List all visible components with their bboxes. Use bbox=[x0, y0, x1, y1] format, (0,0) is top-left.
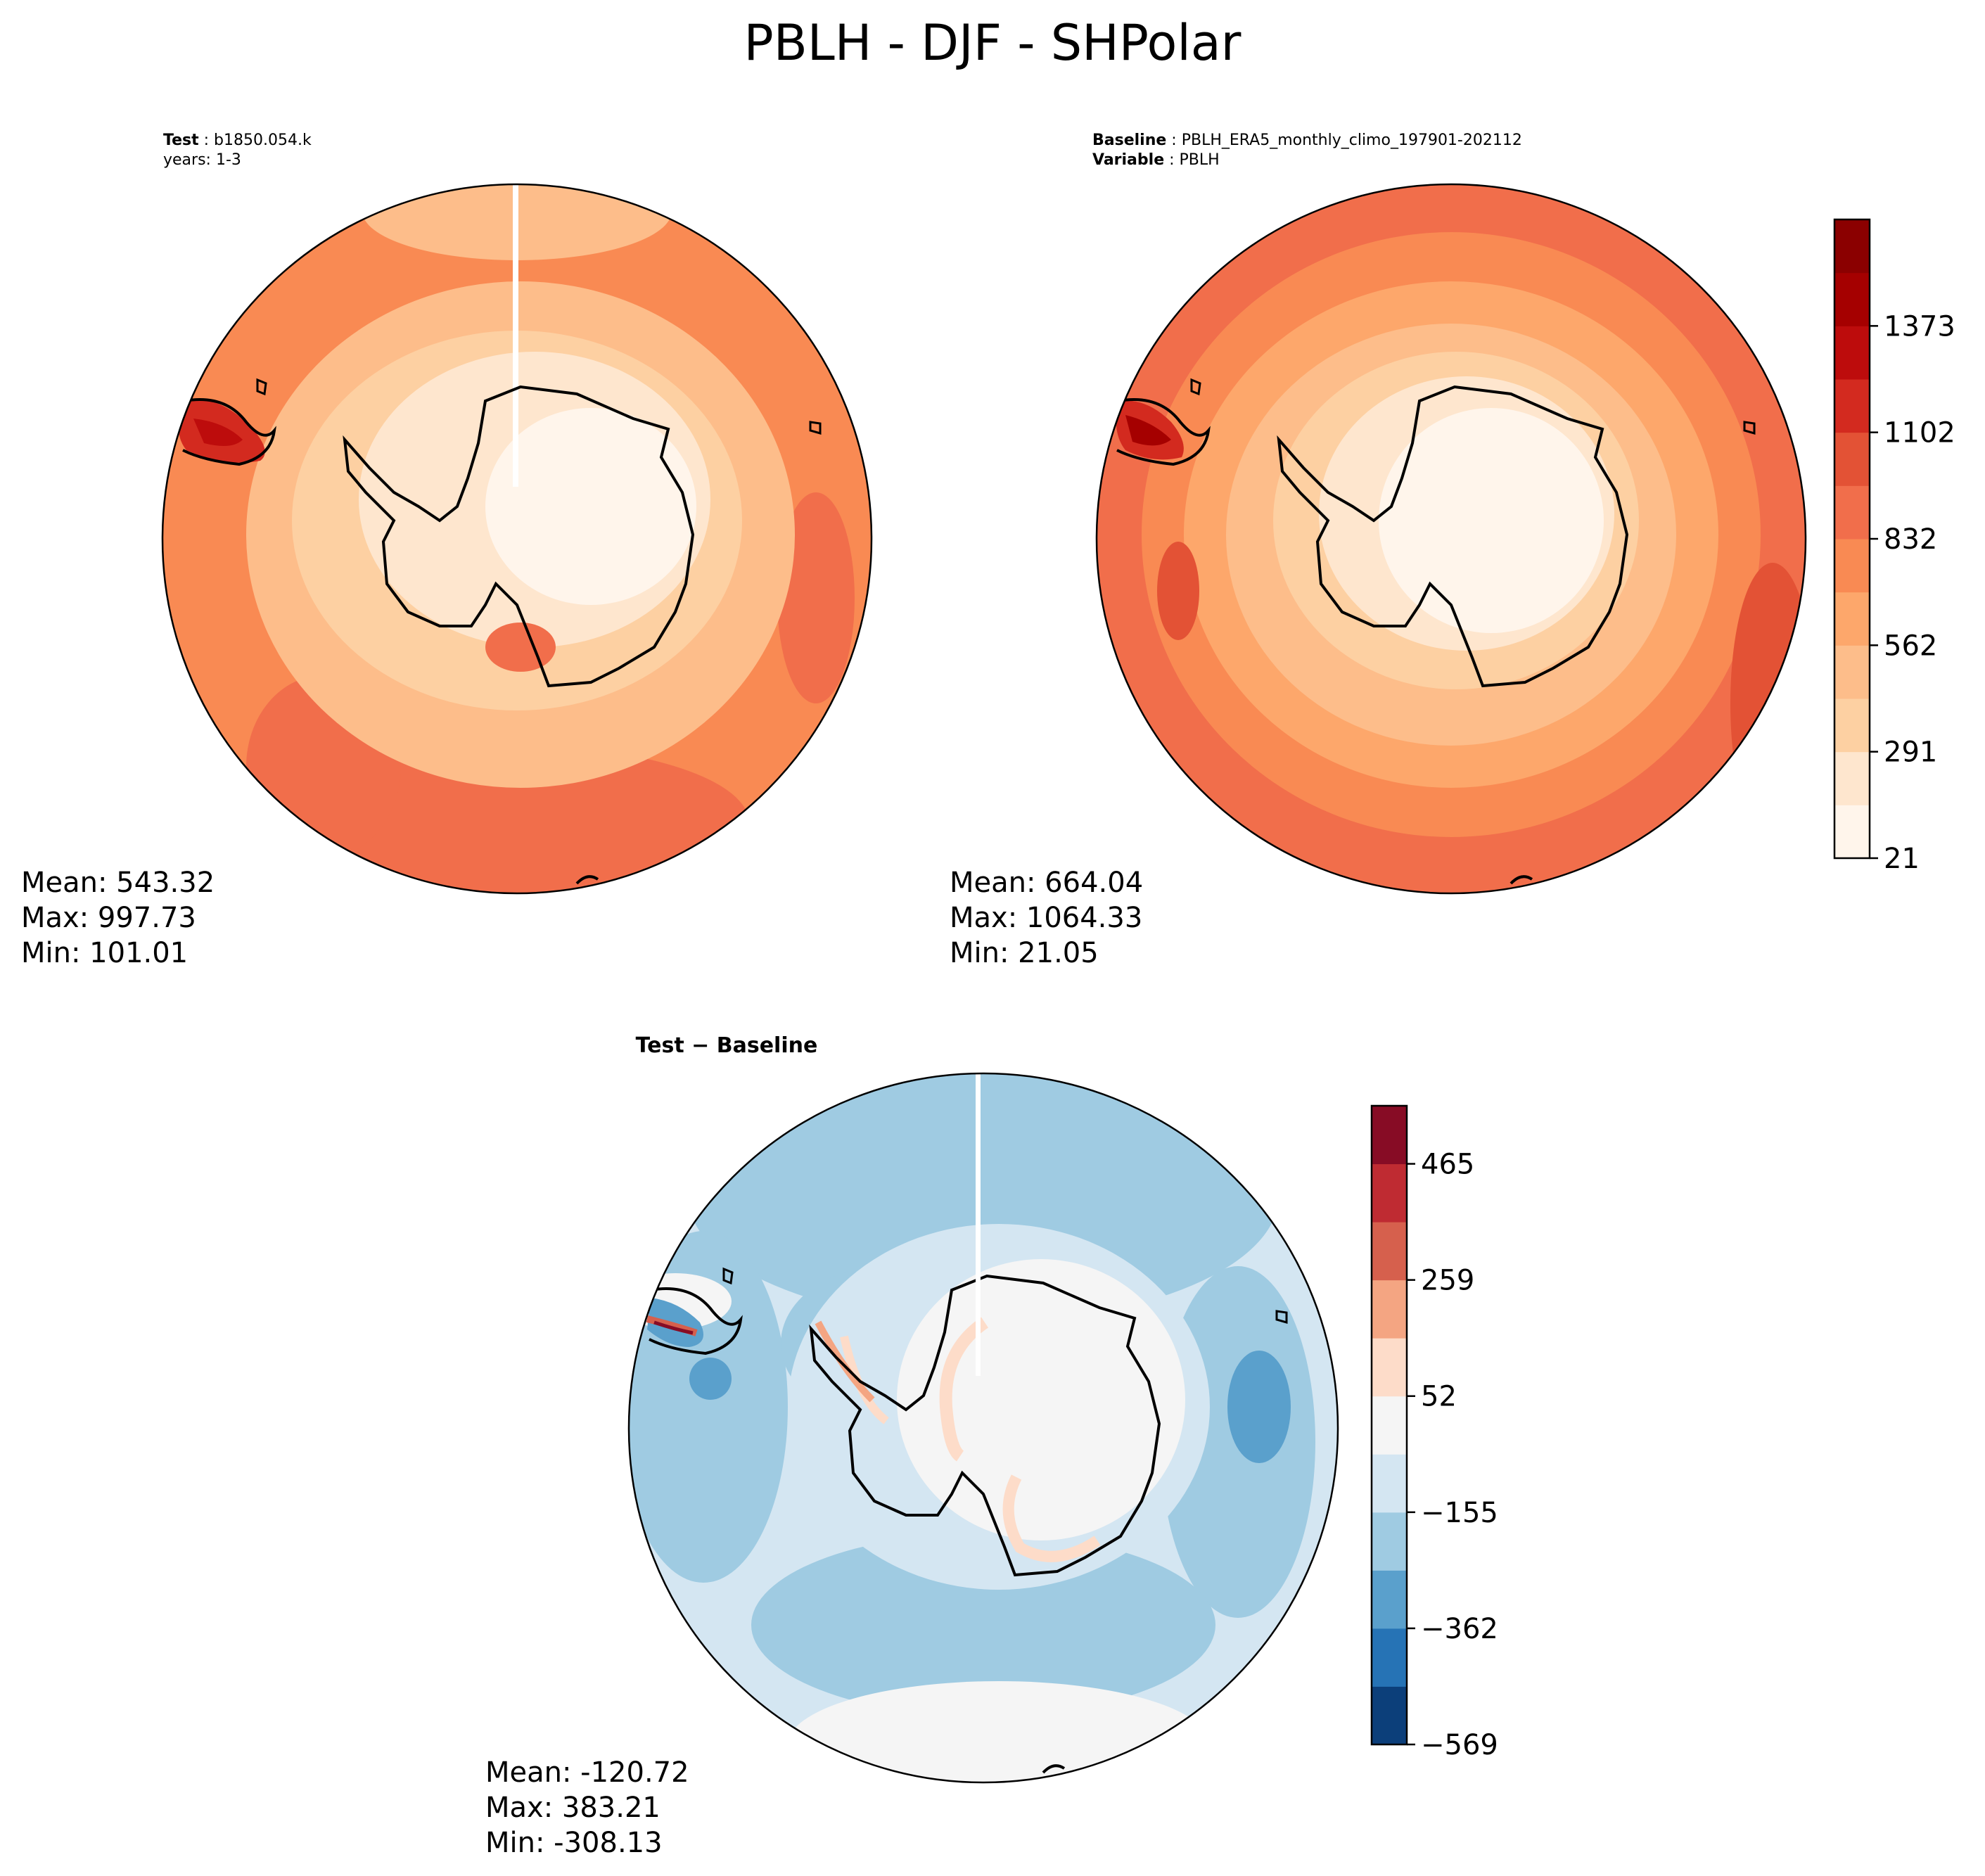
test-label-bold: Test bbox=[163, 132, 199, 149]
test-years: years: 1-3 bbox=[163, 151, 241, 169]
diff-colorbar-segment bbox=[1372, 1512, 1407, 1571]
diff-panel: Test − Baseline bbox=[485, 1033, 1339, 1859]
baseline-variable-value: PBLH bbox=[1180, 151, 1220, 169]
baseline-max: Max: 1064.33 bbox=[950, 902, 1142, 934]
diff-colorbar-segment bbox=[1372, 1570, 1407, 1629]
main-colorbar-segment bbox=[1834, 539, 1870, 593]
figure-title: PBLH - DJF - SHPolar bbox=[744, 14, 1242, 72]
main-colorbar-segment bbox=[1834, 592, 1870, 646]
main-colorbar-segment bbox=[1834, 219, 1870, 274]
diff-colorbar: −569 −362 −155 52 259 465 bbox=[1370, 1104, 1498, 1761]
main-colorbar-segment bbox=[1834, 432, 1870, 486]
baseline-variable-bold: Variable bbox=[1092, 151, 1164, 169]
baseline-polar-map bbox=[1097, 184, 1806, 893]
baseline-label-value: PBLH_ERA5_monthly_climo_197901-202112 bbox=[1182, 132, 1522, 149]
baseline-mean: Mean: 664.04 bbox=[950, 867, 1143, 899]
diff-title: Test − Baseline bbox=[636, 1033, 818, 1058]
test-label-line1: Test : b1850.054.k bbox=[163, 132, 312, 149]
diff-colorbar-segment bbox=[1372, 1454, 1407, 1513]
main-colorbar-tick-label: 291 bbox=[1884, 736, 1937, 769]
main-colorbar-tick-label: 562 bbox=[1884, 630, 1937, 662]
test-panel: Test : b1850.054.k years: 1-3 Mean: bbox=[21, 132, 873, 969]
main-colorbar-segment bbox=[1834, 326, 1870, 380]
main-colorbar-segment bbox=[1834, 485, 1870, 540]
diff-colorbar-tick-label: 259 bbox=[1421, 1265, 1474, 1297]
main-colorbar-tick-label: 1102 bbox=[1884, 417, 1955, 449]
diff-max: Max: 383.21 bbox=[485, 1792, 660, 1824]
diff-colorbar-segment bbox=[1372, 1338, 1407, 1397]
baseline-map-border bbox=[1095, 183, 1807, 895]
diff-colorbar-segment bbox=[1372, 1396, 1407, 1455]
test-label-value: b1850.054.k bbox=[214, 132, 312, 149]
baseline-min: Min: 21.05 bbox=[950, 937, 1099, 969]
diff-map-border bbox=[627, 1072, 1339, 1784]
main-colorbar-segment bbox=[1834, 379, 1870, 433]
main-colorbar-tick-label: 832 bbox=[1884, 523, 1937, 556]
main-colorbar-segment bbox=[1834, 805, 1870, 859]
diff-colorbar-segment bbox=[1372, 1222, 1407, 1281]
baseline-label-bold: Baseline bbox=[1092, 132, 1166, 149]
main-colorbar-segment bbox=[1834, 751, 1870, 805]
main-colorbar-segment bbox=[1834, 272, 1870, 326]
diff-colorbar-border bbox=[1370, 1104, 1408, 1746]
diff-colorbar-segment bbox=[1372, 1106, 1407, 1165]
diff-polar-map bbox=[629, 1073, 1338, 1782]
diff-colorbar-tick-label: −155 bbox=[1421, 1497, 1498, 1529]
test-min: Min: 101.01 bbox=[21, 937, 188, 969]
diff-colorbar-segment bbox=[1372, 1686, 1407, 1745]
baseline-panel: Baseline : PBLH_ERA5_monthly_climo_19790… bbox=[950, 132, 1807, 969]
diff-colorbar-segment bbox=[1372, 1280, 1407, 1339]
diff-colorbar-tick-label: −362 bbox=[1421, 1613, 1498, 1645]
diff-mean: Mean: -120.72 bbox=[485, 1756, 689, 1789]
diff-min: Min: -308.13 bbox=[485, 1827, 663, 1859]
test-max: Max: 997.73 bbox=[21, 902, 196, 934]
main-colorbar-tick-label: 1373 bbox=[1884, 310, 1955, 343]
diff-colorbar-tick-label: −569 bbox=[1421, 1729, 1498, 1761]
diff-colorbar-segment bbox=[1372, 1628, 1407, 1687]
diff-colorbar-tick-label: 465 bbox=[1421, 1149, 1474, 1181]
diff-colorbar-tick-label: 52 bbox=[1421, 1381, 1457, 1413]
test-polar-map bbox=[162, 184, 872, 893]
main-colorbar-segment bbox=[1834, 645, 1870, 699]
baseline-label-line1: Baseline : PBLH_ERA5_monthly_climo_19790… bbox=[1092, 132, 1522, 149]
baseline-label-line2: Variable : PBLH bbox=[1092, 151, 1220, 169]
main-colorbar-tick-label: 21 bbox=[1884, 843, 1920, 875]
test-mean: Mean: 543.32 bbox=[21, 867, 215, 899]
main-colorbar: 21 291 562 832 1102 1373 bbox=[1833, 218, 1955, 875]
diff-colorbar-segment bbox=[1372, 1163, 1407, 1223]
test-map-border bbox=[161, 183, 873, 895]
main-colorbar-segment bbox=[1834, 698, 1870, 753]
